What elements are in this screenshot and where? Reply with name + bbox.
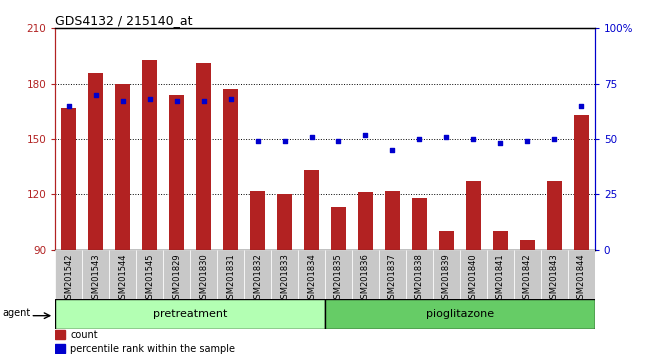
Bar	[55, 250, 83, 299]
Bar	[412, 198, 427, 250]
Text: GSM201837: GSM201837	[388, 253, 397, 304]
Bar	[55, 299, 325, 329]
Point	[90, 92, 101, 98]
Bar	[574, 115, 589, 250]
Bar	[244, 250, 271, 299]
Text: GSM201843: GSM201843	[550, 253, 559, 304]
Point	[576, 103, 586, 109]
Bar	[163, 250, 190, 299]
Point	[198, 98, 209, 104]
Point	[64, 103, 74, 109]
Text: agent: agent	[3, 308, 31, 318]
Bar	[379, 250, 406, 299]
Bar	[142, 60, 157, 250]
Point	[387, 147, 398, 153]
Text: percentile rank within the sample: percentile rank within the sample	[70, 343, 235, 354]
Bar	[352, 250, 379, 299]
Text: GSM201544: GSM201544	[118, 253, 127, 304]
Point	[333, 138, 344, 144]
Bar	[358, 193, 373, 250]
Text: GSM201829: GSM201829	[172, 253, 181, 304]
Point	[280, 138, 290, 144]
Text: pioglitazone: pioglitazone	[426, 309, 494, 319]
Bar	[61, 108, 76, 250]
Bar	[169, 95, 184, 250]
Bar	[325, 250, 352, 299]
Bar	[433, 250, 460, 299]
Bar	[223, 89, 238, 250]
Bar	[460, 250, 487, 299]
Text: GSM201836: GSM201836	[361, 253, 370, 304]
Bar	[493, 231, 508, 250]
Point	[441, 134, 452, 139]
Point	[252, 138, 263, 144]
Text: GSM201838: GSM201838	[415, 253, 424, 304]
Bar	[331, 207, 346, 250]
Text: pretreatment: pretreatment	[153, 309, 228, 319]
Bar	[487, 250, 514, 299]
Text: GSM201545: GSM201545	[145, 253, 154, 304]
Point	[468, 136, 478, 142]
Bar	[115, 84, 130, 250]
Text: GSM201542: GSM201542	[64, 253, 73, 304]
Bar	[520, 240, 535, 250]
Bar	[439, 231, 454, 250]
Text: GSM201831: GSM201831	[226, 253, 235, 304]
Bar	[277, 194, 292, 250]
Bar	[136, 250, 163, 299]
Text: GSM201842: GSM201842	[523, 253, 532, 304]
Text: GSM201543: GSM201543	[91, 253, 100, 304]
Point	[226, 96, 236, 102]
Text: GSM201833: GSM201833	[280, 253, 289, 304]
Text: count: count	[70, 330, 98, 340]
Bar	[385, 190, 400, 250]
Bar	[568, 250, 595, 299]
Text: GSM201834: GSM201834	[307, 253, 316, 304]
Point	[549, 136, 560, 142]
Bar	[55, 344, 65, 353]
Text: GSM201832: GSM201832	[253, 253, 262, 304]
Text: GSM201839: GSM201839	[442, 253, 451, 304]
Bar	[55, 331, 65, 339]
Point	[522, 138, 532, 144]
Point	[414, 136, 424, 142]
Point	[306, 134, 317, 139]
Bar	[406, 250, 433, 299]
Point	[172, 98, 182, 104]
Bar	[541, 250, 568, 299]
Text: GSM201830: GSM201830	[199, 253, 208, 304]
Bar	[88, 73, 103, 250]
Text: GSM201844: GSM201844	[577, 253, 586, 304]
Bar	[304, 170, 319, 250]
Point	[360, 132, 370, 137]
Text: GSM201841: GSM201841	[496, 253, 505, 304]
Point	[118, 98, 128, 104]
Bar	[250, 190, 265, 250]
Text: GDS4132 / 215140_at: GDS4132 / 215140_at	[55, 14, 193, 27]
Bar	[109, 250, 136, 299]
Bar	[547, 181, 562, 250]
Bar	[217, 250, 244, 299]
Bar	[466, 181, 481, 250]
Bar	[190, 250, 217, 299]
Bar	[82, 250, 109, 299]
Point	[144, 96, 155, 102]
Bar	[196, 63, 211, 250]
Bar	[325, 299, 595, 329]
Text: GSM201840: GSM201840	[469, 253, 478, 304]
Point	[495, 141, 506, 146]
Bar	[298, 250, 325, 299]
Bar	[514, 250, 541, 299]
Bar	[271, 250, 298, 299]
Text: GSM201835: GSM201835	[334, 253, 343, 304]
